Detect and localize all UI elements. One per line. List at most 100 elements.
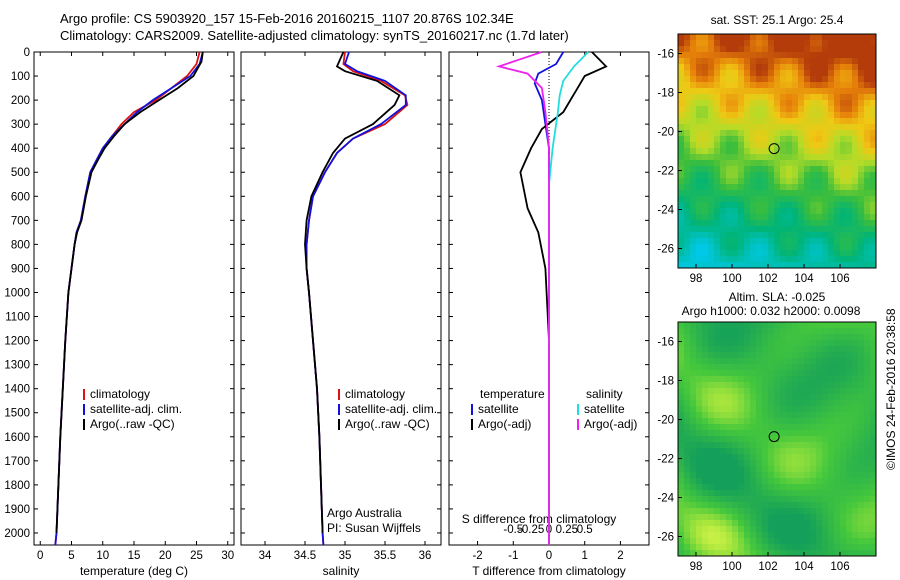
map-cell xyxy=(804,196,810,202)
map-cell xyxy=(744,244,750,250)
legend-label: satellite xyxy=(478,402,519,416)
map-cell xyxy=(828,40,834,46)
map-cell xyxy=(690,358,696,364)
map-cell xyxy=(846,214,852,220)
map-cell xyxy=(816,490,822,496)
map-cell xyxy=(768,70,774,76)
map-cell xyxy=(714,436,720,442)
map-cell xyxy=(714,220,720,226)
map-cell xyxy=(684,526,690,532)
map-cell xyxy=(804,550,810,556)
map-cell xyxy=(798,220,804,226)
map-cell xyxy=(822,322,828,328)
map-cell xyxy=(792,154,798,160)
map-cell xyxy=(708,472,714,478)
map-cell xyxy=(828,232,834,238)
map-cell xyxy=(678,508,684,514)
map-cell xyxy=(792,256,798,262)
map-cell xyxy=(822,538,828,544)
map-cell xyxy=(786,136,792,142)
map-cell xyxy=(786,388,792,394)
map-cell xyxy=(816,190,822,196)
map-cell xyxy=(696,52,702,58)
map-cell xyxy=(798,184,804,190)
map-cell xyxy=(768,262,774,268)
map-cell xyxy=(750,184,756,190)
map-cell xyxy=(696,76,702,82)
map-cell xyxy=(870,160,876,166)
map-cell xyxy=(828,34,834,40)
map-cell xyxy=(822,76,828,82)
map-cell xyxy=(804,370,810,376)
map-cell xyxy=(732,478,738,484)
map-cell xyxy=(804,400,810,406)
map-cell xyxy=(792,340,798,346)
map-cell xyxy=(834,352,840,358)
legend-label: satellite-adj. clim. xyxy=(345,402,437,416)
map-cell xyxy=(708,172,714,178)
map-cell xyxy=(828,490,834,496)
map-cell xyxy=(840,88,846,94)
map-cell xyxy=(816,508,822,514)
map-cell xyxy=(702,496,708,502)
map-cell xyxy=(816,196,822,202)
map-cell xyxy=(702,226,708,232)
map-cell xyxy=(696,244,702,250)
map-cell xyxy=(858,196,864,202)
map-cell xyxy=(828,502,834,508)
map-cell xyxy=(756,262,762,268)
map-cell xyxy=(834,64,840,70)
map-cell xyxy=(756,340,762,346)
map-cell xyxy=(678,382,684,388)
map-cell xyxy=(750,214,756,220)
map-cell xyxy=(792,142,798,148)
map-cell xyxy=(714,214,720,220)
map-cell xyxy=(708,352,714,358)
map-cell xyxy=(846,238,852,244)
panel-annotation: Argo Australia xyxy=(327,506,402,520)
map-cell xyxy=(678,88,684,94)
map-cell xyxy=(762,370,768,376)
map-cell xyxy=(714,418,720,424)
map-cell xyxy=(792,508,798,514)
map-cell xyxy=(864,370,870,376)
map-cell xyxy=(720,76,726,82)
map-cell xyxy=(798,526,804,532)
map-cell xyxy=(804,322,810,328)
map-cell xyxy=(762,40,768,46)
map-cell xyxy=(714,322,720,328)
map-cell xyxy=(780,238,786,244)
map-cell xyxy=(864,130,870,136)
map-cell xyxy=(804,502,810,508)
map-cell xyxy=(792,532,798,538)
map-cell xyxy=(792,250,798,256)
map-cell xyxy=(786,178,792,184)
map-cell xyxy=(732,322,738,328)
map-cell xyxy=(684,94,690,100)
map-cell xyxy=(708,478,714,484)
map-cell xyxy=(786,238,792,244)
map-cell xyxy=(750,202,756,208)
map-cell xyxy=(744,76,750,82)
map-cell xyxy=(834,436,840,442)
map-cell xyxy=(864,532,870,538)
map-cell xyxy=(732,124,738,130)
map-cell xyxy=(696,490,702,496)
map-cell xyxy=(696,82,702,88)
map-cell xyxy=(798,436,804,442)
map-cell xyxy=(768,472,774,478)
x-tick-label: 102 xyxy=(758,561,777,573)
map-cell xyxy=(750,496,756,502)
map-cell xyxy=(852,394,858,400)
map-cell xyxy=(846,544,852,550)
map-cell xyxy=(828,448,834,454)
map-cell xyxy=(798,94,804,100)
map-cell xyxy=(816,262,822,268)
map-cell xyxy=(768,94,774,100)
map-cell xyxy=(726,142,732,148)
map-cell xyxy=(810,328,816,334)
map-cell xyxy=(822,184,828,190)
map-cell xyxy=(732,400,738,406)
map-cell xyxy=(774,202,780,208)
